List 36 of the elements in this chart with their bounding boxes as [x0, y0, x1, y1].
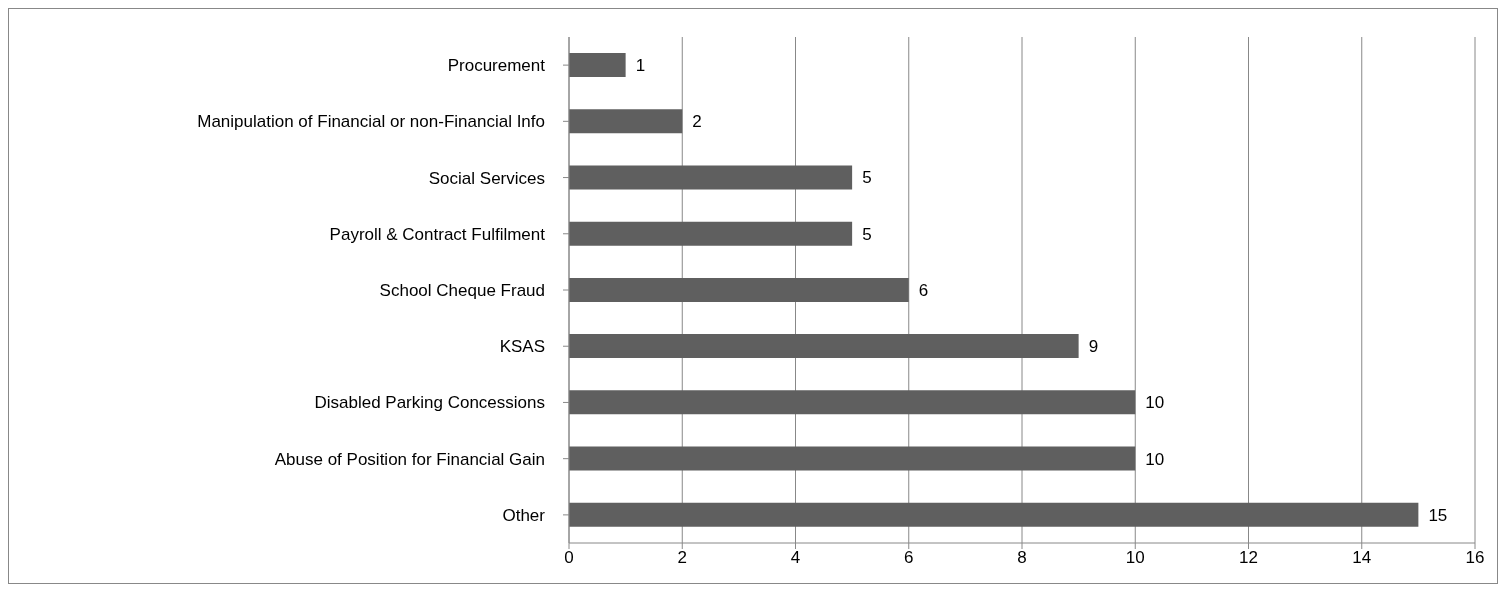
x-tick-label: 8 — [1017, 548, 1027, 568]
data-label: 9 — [1088, 337, 1099, 357]
x-tick-label: 12 — [1239, 548, 1258, 568]
y-tick-label: Abuse of Position for Financial Gain — [274, 449, 545, 469]
bar — [569, 221, 853, 246]
data-label: 10 — [1145, 393, 1165, 413]
bar — [569, 53, 626, 77]
data-label: 10 — [1145, 449, 1165, 469]
x-tick-label: 10 — [1125, 548, 1145, 568]
bar — [569, 446, 1136, 471]
x-tick-label: 16 — [1465, 548, 1485, 568]
bar — [569, 390, 1136, 415]
bar — [569, 109, 683, 134]
y-tick-label: Social Services — [428, 168, 545, 188]
x-tick-label: 14 — [1352, 548, 1372, 568]
y-tick-label: Other — [502, 505, 546, 525]
data-label: 6 — [918, 280, 929, 300]
y-tick-label: School Cheque Fraud — [379, 281, 545, 301]
x-tick-label: 6 — [904, 548, 914, 568]
y-tick-label: Procurement — [447, 56, 546, 76]
data-label: 15 — [1428, 505, 1448, 525]
data-label: 2 — [692, 112, 702, 132]
data-label: 1 — [635, 56, 646, 76]
x-tick-label: 4 — [790, 548, 801, 568]
bar — [569, 277, 909, 302]
bar — [569, 502, 1419, 527]
y-tick-label: Payroll & Contract Fulfilment — [329, 224, 546, 244]
x-tick-label: 0 — [564, 548, 574, 568]
x-tick-label: 2 — [677, 548, 687, 568]
data-label: 5 — [862, 224, 872, 244]
y-tick-label: Disabled Parking Concessions — [314, 393, 545, 413]
data-label: 5 — [862, 168, 872, 188]
bar — [569, 165, 853, 190]
y-tick-label: Manipulation of Financial or non-Financial Info — [197, 112, 545, 132]
bar — [569, 334, 1079, 359]
y-tick-label: KSAS — [499, 337, 545, 357]
